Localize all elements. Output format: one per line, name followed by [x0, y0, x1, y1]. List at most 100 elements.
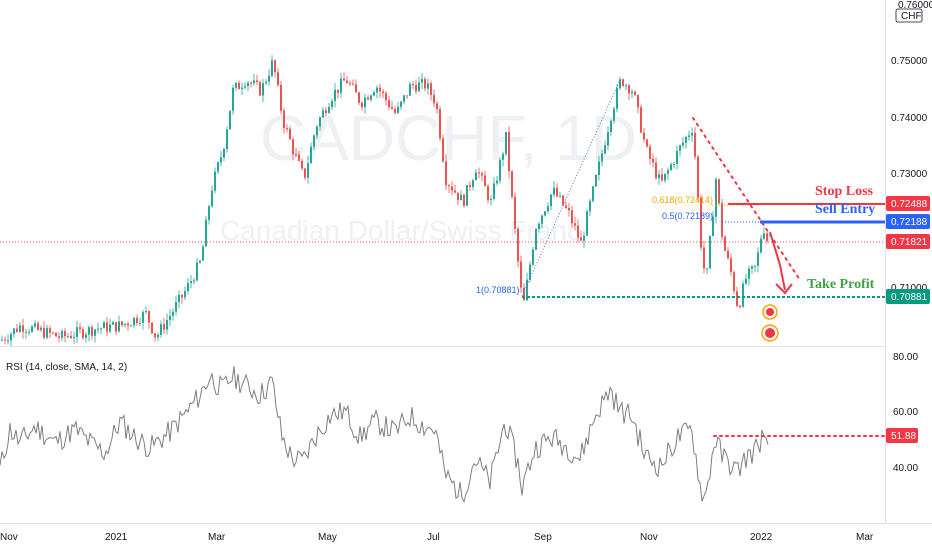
candle	[37, 323, 39, 330]
candle	[727, 250, 729, 259]
candle	[598, 161, 600, 175]
candle	[385, 93, 387, 101]
candle	[1, 339, 3, 341]
candle	[751, 266, 753, 269]
candle	[679, 145, 681, 151]
candle	[604, 145, 606, 154]
candle	[340, 78, 342, 93]
candle	[199, 260, 201, 263]
candle	[412, 84, 414, 86]
candle	[667, 170, 669, 174]
candle	[739, 305, 741, 307]
candle	[421, 79, 423, 83]
candle	[652, 158, 654, 163]
candle	[643, 132, 645, 140]
rsi-title[interactable]: RSI (14, close, SMA, 14, 2)	[6, 362, 127, 373]
candle	[43, 327, 45, 338]
candle	[325, 110, 327, 113]
price-tick: 0.75000	[891, 56, 928, 67]
candle	[550, 194, 552, 207]
candle	[178, 294, 180, 303]
candle	[160, 324, 162, 335]
candle	[115, 322, 117, 332]
candle	[190, 281, 192, 284]
candle	[469, 185, 471, 187]
candle	[457, 192, 459, 201]
rsi-level-value: 51.88	[891, 431, 916, 442]
time-tick: Mar	[208, 532, 226, 543]
candle	[649, 146, 651, 159]
candle	[217, 162, 219, 172]
resistance-trendline[interactable]	[692, 117, 801, 281]
candle	[607, 131, 609, 146]
candle	[172, 311, 174, 316]
candle	[112, 322, 114, 325]
candle	[646, 139, 648, 147]
candle	[184, 291, 186, 298]
take-profit-price: 0.70881	[891, 292, 928, 303]
candle	[655, 162, 657, 179]
rsi-level-badge[interactable]	[886, 428, 918, 443]
candle	[370, 95, 372, 100]
price-tick: 0.73000	[891, 169, 928, 180]
candle	[70, 336, 72, 339]
candle	[118, 321, 120, 332]
candle	[145, 310, 147, 313]
candle	[85, 334, 87, 338]
candle	[331, 100, 333, 108]
currency-badge[interactable]	[895, 8, 923, 23]
candle	[637, 95, 639, 108]
sell-entry-label: Sell Entry	[815, 202, 875, 217]
time-tick: Jul	[427, 532, 440, 543]
candle	[514, 196, 516, 229]
candle	[388, 100, 390, 108]
candle	[763, 233, 765, 239]
candle	[271, 60, 273, 76]
candle	[463, 194, 465, 206]
candle	[445, 161, 447, 186]
candle	[415, 85, 417, 92]
candle	[298, 154, 300, 161]
candle	[4, 339, 6, 341]
candle	[634, 91, 636, 96]
candle	[265, 81, 267, 84]
candle	[571, 210, 573, 224]
candle	[301, 160, 303, 169]
take-profit-price-badge[interactable]	[886, 289, 930, 304]
take-profit-label: Take Profit	[807, 277, 875, 292]
current-price-badge[interactable]	[886, 234, 930, 249]
candle	[466, 185, 468, 206]
candle	[82, 329, 84, 338]
candle	[379, 87, 381, 92]
candle	[442, 138, 444, 162]
candle	[67, 336, 69, 338]
candle	[709, 236, 711, 269]
candle	[97, 328, 99, 330]
candle	[136, 317, 138, 324]
candle	[88, 327, 90, 335]
candle	[565, 205, 567, 208]
fib-trend-line	[521, 79, 621, 297]
candle	[229, 110, 231, 130]
candle	[481, 173, 483, 176]
rsi-tick: 80.00	[893, 352, 918, 363]
candle	[757, 252, 759, 266]
candle	[226, 129, 228, 150]
candle	[31, 326, 33, 332]
candle	[223, 149, 225, 158]
event-flag-icon-inner	[765, 328, 775, 338]
candle	[289, 128, 291, 140]
candle	[658, 174, 660, 179]
sell-entry-price-badge[interactable]	[886, 214, 930, 229]
time-tick: 2021	[105, 532, 128, 543]
candle	[256, 80, 258, 83]
candle	[58, 336, 60, 338]
candle	[307, 163, 309, 178]
candle	[202, 246, 204, 261]
time-tick: May	[318, 532, 337, 543]
stop-loss-price-badge[interactable]	[886, 196, 930, 211]
candle	[259, 82, 261, 96]
candle	[475, 172, 477, 181]
candle	[478, 172, 480, 174]
